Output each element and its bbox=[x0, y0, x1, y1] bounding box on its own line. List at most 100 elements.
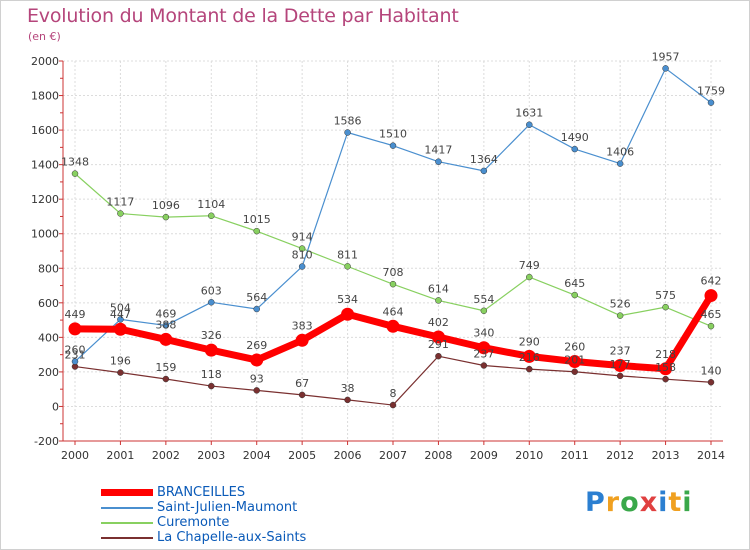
x-tick-label: 2002 bbox=[152, 449, 180, 462]
grid-layer bbox=[63, 60, 723, 442]
data-label-la-chapelle-aux-saints: 38 bbox=[341, 382, 355, 395]
data-point-branceilles bbox=[341, 307, 355, 321]
data-point-curemonte bbox=[253, 227, 260, 235]
data-point-curemonte bbox=[571, 291, 578, 299]
data-point-saint-julien-maumont bbox=[71, 358, 79, 365]
data-label-curemonte: 1015 bbox=[243, 213, 271, 226]
legend-item-curemonte: Curemonte bbox=[101, 515, 306, 530]
data-point-saint-julien-maumont bbox=[389, 142, 397, 149]
y-tick-label: 1200 bbox=[31, 193, 59, 206]
data-label-branceilles: 383 bbox=[292, 319, 313, 332]
data-point-saint-julien-maumont bbox=[571, 145, 578, 153]
x-tick-label: 2009 bbox=[470, 449, 498, 462]
data-point-curemonte bbox=[435, 297, 442, 304]
y-tick-label: 1000 bbox=[31, 228, 59, 241]
data-label-saint-julien-maumont: 1510 bbox=[379, 128, 407, 141]
data-label-saint-julien-maumont: 260 bbox=[65, 344, 86, 357]
legend-item-branceilles: BRANCEILLES bbox=[101, 485, 306, 500]
data-point-saint-julien-maumont bbox=[117, 316, 124, 323]
data-point-la-chapelle-aux-saints bbox=[707, 379, 715, 386]
data-point-la-chapelle-aux-saints bbox=[298, 391, 306, 399]
data-point-branceilles bbox=[386, 319, 400, 333]
data-point-curemonte bbox=[162, 213, 170, 221]
data-label-branceilles: 340 bbox=[473, 327, 494, 340]
chart-title: Evolution du Montant de la Dette par Hab… bbox=[27, 5, 459, 27]
data-label-curemonte: 554 bbox=[473, 293, 494, 306]
data-point-curemonte bbox=[389, 280, 397, 288]
data-label-branceilles: 642 bbox=[701, 275, 722, 288]
data-label-curemonte: 708 bbox=[383, 266, 404, 279]
data-label-la-chapelle-aux-saints: 67 bbox=[295, 377, 309, 390]
data-label-curemonte: 749 bbox=[519, 259, 540, 272]
y-tick-label: 400 bbox=[38, 331, 59, 344]
data-label-branceilles: 326 bbox=[201, 329, 222, 342]
y-tick-label: 1400 bbox=[31, 159, 59, 172]
data-point-curemonte bbox=[71, 170, 79, 177]
data-point-la-chapelle-aux-saints bbox=[616, 372, 624, 380]
x-tick-label: 2010 bbox=[515, 449, 543, 462]
data-point-la-chapelle-aux-saints bbox=[662, 375, 669, 383]
data-label-la-chapelle-aux-saints: 201 bbox=[564, 354, 585, 367]
data-label-curemonte: 575 bbox=[655, 289, 676, 302]
x-tick-label: 2000 bbox=[61, 449, 89, 462]
data-label-curemonte: 1117 bbox=[106, 196, 134, 209]
data-label-saint-julien-maumont: 603 bbox=[201, 284, 222, 297]
data-point-branceilles bbox=[659, 362, 673, 376]
data-label-curemonte: 1096 bbox=[152, 199, 180, 212]
data-label-curemonte: 645 bbox=[564, 277, 585, 290]
y-tick-label: 0 bbox=[52, 400, 59, 413]
data-point-saint-julien-maumont bbox=[344, 129, 351, 136]
data-point-curemonte bbox=[480, 307, 488, 315]
data-label-curemonte: 914 bbox=[292, 231, 313, 244]
legend-swatch bbox=[101, 506, 153, 509]
data-point-la-chapelle-aux-saints bbox=[435, 352, 442, 360]
data-point-la-chapelle-aux-saints bbox=[526, 365, 533, 373]
x-tick-label: 2006 bbox=[334, 449, 362, 462]
data-point-branceilles bbox=[522, 349, 536, 363]
y-tick-label: 2000 bbox=[31, 55, 59, 68]
legend-item-la-chapelle-aux-saints: La Chapelle-aux-Saints bbox=[101, 530, 306, 545]
data-point-saint-julien-maumont bbox=[707, 99, 715, 106]
logo-letter: i bbox=[682, 487, 693, 518]
data-label-la-chapelle-aux-saints: 177 bbox=[610, 358, 631, 371]
data-label-curemonte: 465 bbox=[701, 308, 722, 321]
data-point-curemonte bbox=[298, 245, 306, 252]
data-point-branceilles bbox=[704, 289, 718, 303]
data-point-saint-julien-maumont bbox=[616, 160, 624, 167]
data-label-la-chapelle-aux-saints: 159 bbox=[155, 361, 176, 374]
x-tick-label: 2014 bbox=[697, 449, 725, 462]
data-label-saint-julien-maumont: 1957 bbox=[652, 50, 680, 63]
series-layer bbox=[68, 65, 718, 409]
data-label-branceilles: 449 bbox=[65, 308, 86, 321]
data-point-saint-julien-maumont bbox=[480, 167, 488, 175]
data-point-curemonte bbox=[208, 212, 215, 220]
x-tick-label: 2005 bbox=[288, 449, 316, 462]
data-point-la-chapelle-aux-saints bbox=[571, 368, 578, 375]
logo-letter: o bbox=[620, 487, 640, 518]
data-label-curemonte: 811 bbox=[337, 248, 358, 261]
data-label-saint-julien-maumont: 1406 bbox=[606, 146, 634, 159]
data-label-branceilles: 269 bbox=[246, 339, 267, 352]
y-tick-label: 1600 bbox=[31, 124, 59, 137]
logo-letter: i bbox=[658, 487, 669, 518]
data-point-la-chapelle-aux-saints bbox=[162, 375, 170, 383]
data-point-branceilles bbox=[568, 355, 582, 369]
data-point-curemonte bbox=[707, 322, 715, 330]
x-tick-label: 2007 bbox=[379, 449, 407, 462]
data-label-curemonte: 1104 bbox=[197, 198, 225, 211]
data-point-saint-julien-maumont bbox=[253, 305, 260, 313]
x-tick-label: 2008 bbox=[424, 449, 452, 462]
y-tick-label: -200 bbox=[34, 435, 59, 448]
data-label-saint-julien-maumont: 1490 bbox=[561, 131, 589, 144]
logo-letter: r bbox=[605, 487, 621, 518]
data-point-la-chapelle-aux-saints bbox=[117, 369, 124, 376]
data-label-la-chapelle-aux-saints: 216 bbox=[519, 351, 540, 364]
data-point-la-chapelle-aux-saints bbox=[344, 396, 351, 404]
data-point-la-chapelle-aux-saints bbox=[480, 362, 488, 369]
logo-letter: t bbox=[668, 487, 683, 518]
data-point-saint-julien-maumont bbox=[208, 299, 215, 306]
x-tick-label: 2012 bbox=[606, 449, 634, 462]
data-label-saint-julien-maumont: 1417 bbox=[424, 144, 452, 157]
data-label-la-chapelle-aux-saints: 158 bbox=[655, 361, 676, 374]
